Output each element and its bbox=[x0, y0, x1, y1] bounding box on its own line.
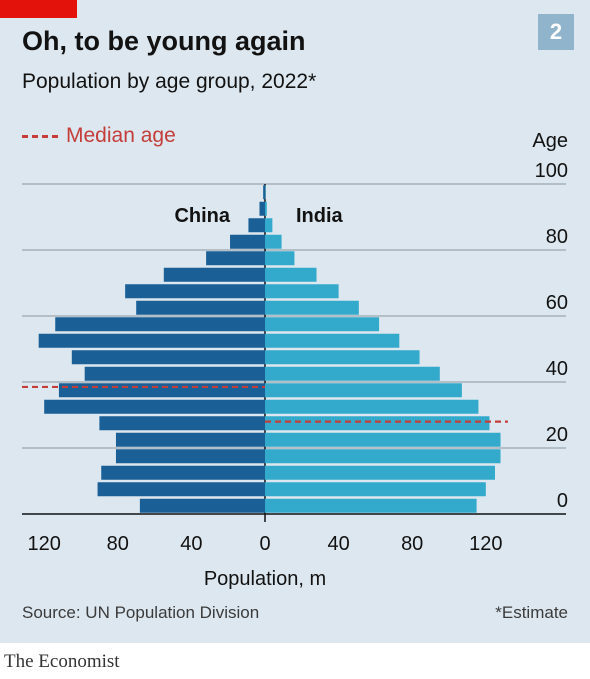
median-age-legend: Median age bbox=[22, 124, 176, 148]
india-bar bbox=[265, 449, 501, 464]
axis-labels: China India Age 0 20 40 60 80 100 120 80 40 0 40 80 120… bbox=[28, 130, 568, 590]
india-bar bbox=[265, 366, 440, 381]
y-tick-label-100: 100 bbox=[535, 160, 568, 182]
india-bar bbox=[265, 185, 266, 200]
india-bar bbox=[265, 317, 380, 332]
y-tick-label-80: 80 bbox=[546, 226, 568, 248]
india-bar bbox=[265, 482, 486, 497]
economist-brand: The Economist bbox=[4, 651, 120, 672]
china-bar bbox=[115, 449, 266, 464]
x-tick-label: 120 bbox=[28, 533, 61, 555]
india-bar bbox=[265, 201, 267, 216]
chart-title: Oh, to be young again bbox=[22, 26, 306, 56]
china-bar bbox=[99, 416, 266, 431]
india-bar bbox=[265, 498, 477, 513]
china-bar bbox=[115, 432, 266, 447]
china-bar bbox=[263, 185, 265, 200]
source-note: Source: UN Population Division bbox=[22, 603, 260, 622]
china-bar bbox=[163, 267, 265, 282]
estimate-note: *Estimate bbox=[495, 603, 568, 622]
x-tick-label: 80 bbox=[401, 533, 423, 555]
india-bar bbox=[265, 300, 359, 315]
x-tick-label: 80 bbox=[107, 533, 129, 555]
china-bar bbox=[230, 234, 265, 249]
x-tick-label: 40 bbox=[327, 533, 349, 555]
chart-subtitle: Population by age group, 2022* bbox=[22, 70, 317, 93]
india-bar bbox=[265, 284, 339, 299]
x-tick-label: 120 bbox=[469, 533, 502, 555]
population-pyramid-chart: China India Age 0 20 40 60 80 100 120 80 40 0 40 80 120… bbox=[22, 130, 568, 590]
median-lines bbox=[22, 385, 508, 423]
china-bar bbox=[97, 482, 265, 497]
median-dash-swatch bbox=[22, 134, 58, 138]
median-age-legend-label: Median age bbox=[66, 124, 176, 147]
india-bar bbox=[265, 218, 273, 233]
china-bar bbox=[136, 300, 265, 315]
india-bar bbox=[265, 432, 501, 447]
china-bar bbox=[44, 399, 266, 414]
x-tick-label: 40 bbox=[180, 533, 202, 555]
china-bar bbox=[71, 350, 265, 365]
china-bar bbox=[101, 465, 266, 480]
india-bar bbox=[265, 251, 295, 266]
china-bar bbox=[206, 251, 265, 266]
india-bar bbox=[265, 383, 462, 398]
china-bar bbox=[125, 284, 265, 299]
y-tick-label-40: 40 bbox=[546, 358, 568, 380]
china-series-label: China bbox=[174, 205, 230, 227]
y-axis-title: Age bbox=[532, 130, 568, 152]
china-bar bbox=[58, 383, 265, 398]
x-tick-label: 0 bbox=[259, 533, 270, 555]
india-bar bbox=[265, 416, 490, 431]
china-bar bbox=[259, 201, 265, 216]
y-tick-label-60: 60 bbox=[546, 292, 568, 314]
gridlines bbox=[22, 183, 566, 522]
china-bar bbox=[55, 317, 265, 332]
china-bar bbox=[248, 218, 265, 233]
india-bar bbox=[265, 333, 400, 348]
china-bar bbox=[38, 333, 266, 348]
brand-red-tab bbox=[0, 0, 77, 18]
china-bars bbox=[38, 185, 266, 513]
x-axis-title: Population, m bbox=[204, 568, 326, 590]
y-tick-label-20: 20 bbox=[546, 424, 568, 446]
india-bar bbox=[265, 399, 479, 414]
india-bar bbox=[265, 234, 282, 249]
y-tick-label-0: 0 bbox=[557, 490, 568, 512]
india-bar bbox=[265, 350, 420, 365]
china-bar bbox=[139, 498, 265, 513]
india-bar bbox=[265, 267, 317, 282]
chart-number-badge: 2 bbox=[538, 14, 574, 50]
india-bar bbox=[265, 465, 495, 480]
india-series-label: India bbox=[296, 205, 344, 227]
india-bars bbox=[265, 185, 501, 513]
china-bar bbox=[84, 366, 266, 381]
